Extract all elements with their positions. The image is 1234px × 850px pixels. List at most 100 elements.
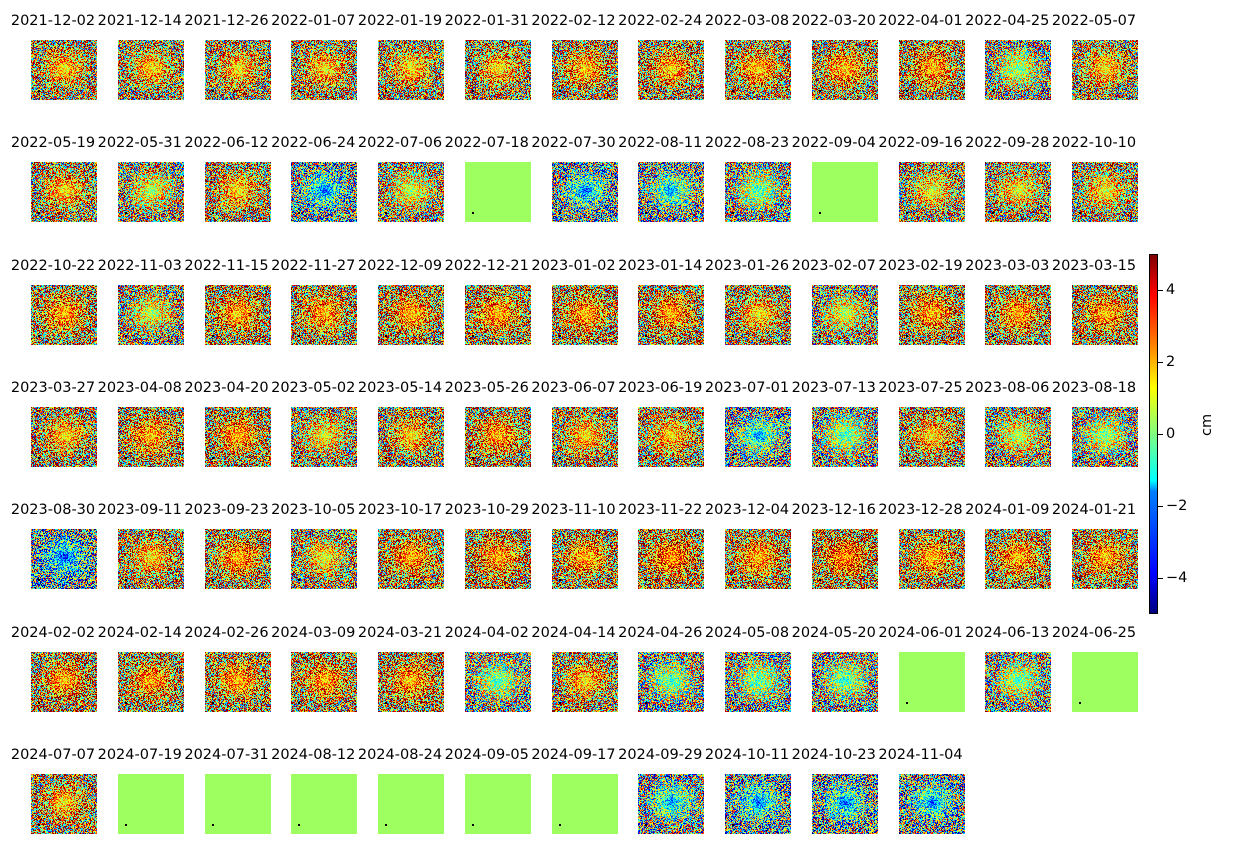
interferogram-date-label: 2024-04-26 [618, 624, 703, 641]
interferogram-image [898, 773, 965, 834]
interferogram-image [117, 284, 184, 345]
interferogram-date-label: 2024-01-21 [1051, 502, 1137, 519]
interferogram-image [811, 284, 878, 345]
interferogram-date-label: 2024-02-26 [184, 624, 269, 641]
interferogram-image [31, 406, 97, 467]
interferogram-image [985, 284, 1052, 345]
interferogram-date-label: 2024-04-02 [444, 624, 529, 641]
interferogram-image [551, 773, 618, 834]
interferogram-image [638, 162, 705, 223]
interferogram-image [464, 773, 531, 834]
interferogram-date-label: 2022-11-27 [271, 257, 356, 274]
interferogram-image [811, 406, 878, 467]
interferogram-image [985, 529, 1052, 590]
interferogram-date-label: 2024-08-24 [357, 746, 443, 763]
interferogram-image [1072, 651, 1138, 712]
interferogram-date-label: 2022-08-23 [704, 135, 790, 152]
interferogram-date-label: 2023-07-01 [704, 379, 790, 396]
interferogram-date-label: 2022-04-25 [965, 13, 1050, 29]
interferogram-image [811, 40, 878, 100]
interferogram-date-label: 2023-08-30 [10, 502, 96, 519]
interferogram-image [898, 40, 965, 100]
interferogram-image [985, 406, 1052, 467]
colorbar-tick-label: 4 [1166, 282, 1176, 298]
interferogram-date-label: 2023-01-02 [531, 257, 616, 274]
interferogram-image [291, 40, 358, 100]
interferogram-date-label: 2022-02-12 [531, 13, 616, 29]
interferogram-date-label: 2024-08-12 [271, 746, 356, 763]
interferogram-date-label: 2022-05-07 [1051, 13, 1137, 29]
interferogram-image [204, 162, 271, 223]
interferogram-date-label: 2023-03-15 [1051, 257, 1137, 274]
interferogram-date-label: 2023-12-16 [791, 502, 876, 519]
interferogram-image [985, 40, 1052, 100]
interferogram-image [898, 406, 965, 467]
interferogram-image [725, 651, 791, 712]
interferogram-image [204, 284, 271, 345]
interferogram-image [378, 529, 444, 590]
interferogram-date-label: 2023-11-22 [618, 502, 703, 519]
interferogram-date-label: 2023-09-23 [184, 502, 269, 519]
interferogram-date-label: 2024-01-09 [965, 502, 1050, 519]
interferogram-date-label: 2022-03-08 [704, 13, 790, 29]
interferogram-image [811, 773, 878, 834]
interferogram-date-label: 2023-04-20 [184, 379, 269, 396]
colorbar-tick-label: 0 [1166, 426, 1176, 442]
interferogram-image [811, 529, 878, 590]
interferogram-date-label: 2022-05-31 [97, 135, 182, 152]
interferogram-image [204, 529, 271, 590]
interferogram-date-label: 2022-05-19 [10, 135, 96, 152]
interferogram-image [291, 406, 358, 467]
interferogram-image [551, 529, 618, 590]
interferogram-image [638, 40, 705, 100]
interferogram-image [117, 40, 184, 100]
interferogram-date-label: 2024-09-05 [444, 746, 529, 763]
interferogram-image [638, 651, 705, 712]
colorbar-tick-label: −4 [1166, 570, 1188, 586]
interferogram-date-label: 2023-07-25 [878, 379, 963, 396]
interferogram-image [551, 651, 618, 712]
interferogram-date-label: 2024-05-08 [704, 624, 790, 641]
interferogram-date-label: 2024-10-23 [791, 746, 876, 763]
interferogram-image [291, 162, 358, 223]
interferogram-date-label: 2022-09-04 [791, 135, 876, 152]
interferogram-date-label: 2022-07-18 [444, 135, 529, 152]
colorbar-tick [1158, 578, 1163, 579]
interferogram-date-label: 2022-11-15 [184, 257, 269, 274]
interferogram-image [378, 651, 444, 712]
interferogram-image [291, 284, 358, 345]
colorbar-tick [1158, 434, 1163, 435]
interferogram-date-label: 2021-12-26 [184, 13, 269, 29]
interferogram-date-label: 2022-04-01 [878, 13, 963, 29]
interferogram-image [117, 529, 184, 590]
interferogram-image [551, 40, 618, 100]
interferogram-date-label: 2023-02-07 [791, 257, 876, 274]
interferogram-image [378, 284, 444, 345]
interferogram-image [725, 773, 791, 834]
interferogram-image [1072, 40, 1138, 100]
colorbar-unit-label: cm [1199, 413, 1215, 436]
colorbar-tick-label: 2 [1166, 354, 1176, 370]
interferogram-date-label: 2024-09-29 [618, 746, 703, 763]
interferogram-image [378, 773, 444, 834]
interferogram-image [725, 406, 791, 467]
interferogram-image [117, 773, 184, 834]
interferogram-date-label: 2023-07-13 [791, 379, 876, 396]
interferogram-image [31, 162, 97, 223]
colorbar-tick [1158, 290, 1163, 291]
interferogram-date-label: 2022-07-06 [357, 135, 443, 152]
interferogram-image [985, 162, 1052, 223]
interferogram-image [898, 162, 965, 223]
interferogram-date-label: 2023-05-26 [444, 379, 529, 396]
interferogram-date-label: 2021-12-02 [10, 13, 96, 29]
interferogram-image [31, 284, 97, 345]
interferogram-date-label: 2022-10-22 [10, 257, 96, 274]
interferogram-date-label: 2024-06-01 [878, 624, 963, 641]
interferogram-date-label: 2024-07-31 [184, 746, 269, 763]
interferogram-date-label: 2024-06-25 [1051, 624, 1137, 641]
interferogram-image [378, 162, 444, 223]
interferogram-image [378, 40, 444, 100]
interferogram-image [638, 773, 705, 834]
interferogram-date-label: 2022-12-09 [357, 257, 443, 274]
interferogram-date-label: 2024-10-11 [704, 746, 790, 763]
